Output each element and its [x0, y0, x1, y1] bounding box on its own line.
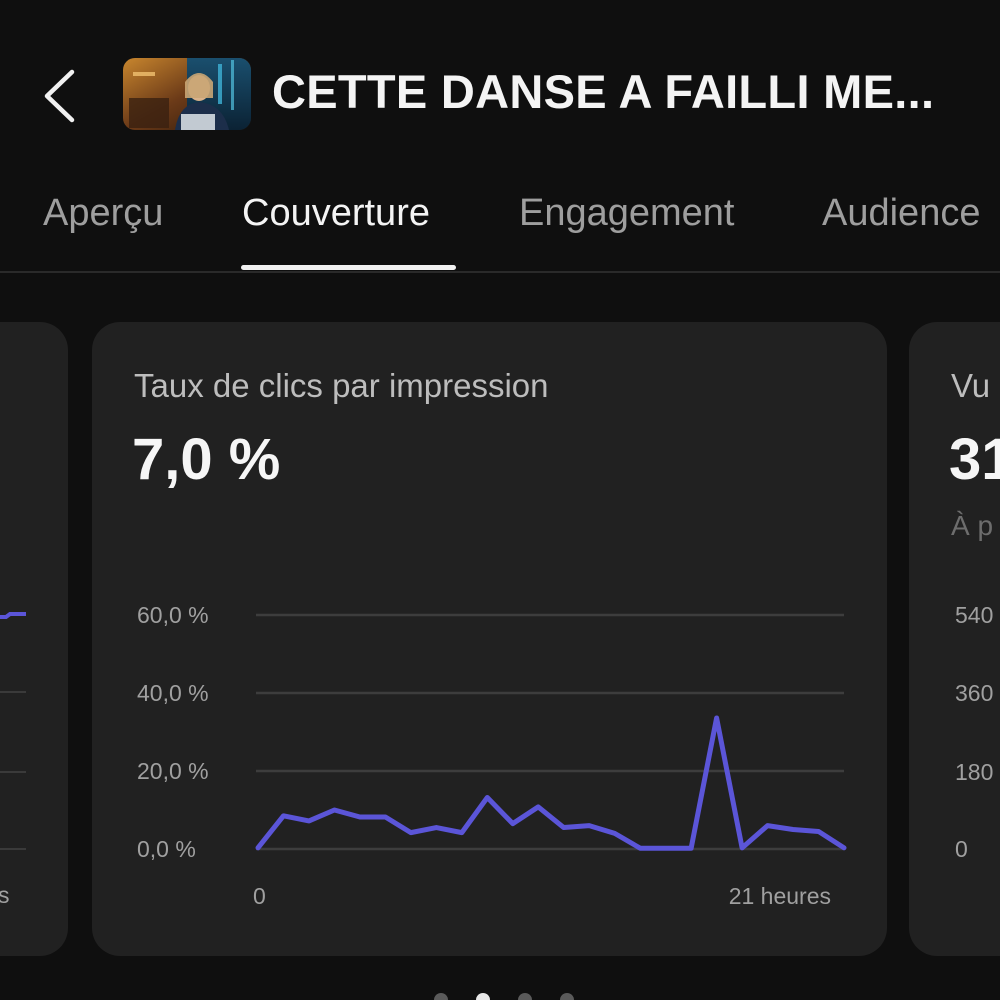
metric-card-previous[interactable]: s: [0, 322, 68, 956]
tab-audience[interactable]: Audience: [822, 192, 981, 234]
previous-chart-line: [0, 612, 26, 619]
next-metric-value: 31: [949, 427, 1000, 492]
x-tick-label: 0: [253, 883, 266, 909]
metric-value: 7,0 %: [132, 427, 281, 492]
x-tick-label: 21 heures: [729, 883, 831, 909]
tab-engagement[interactable]: Engagement: [519, 192, 735, 234]
active-tab-indicator: [241, 265, 456, 270]
tab-couverture[interactable]: Couverture: [242, 192, 430, 234]
tabs-divider: [0, 271, 1000, 273]
y-tick-label: 60,0 %: [137, 602, 209, 628]
next-metric-title: Vu: [951, 367, 991, 404]
previous-chart-gridline: [0, 691, 26, 693]
ctr-series-line: [255, 715, 847, 851]
y-tick-label: 0,0 %: [137, 836, 196, 862]
previous-chart-gridline: [0, 771, 26, 773]
next-metric-subtitle: À p: [951, 510, 994, 541]
chevron-left-icon: [44, 69, 75, 123]
previous-chart-x-label: s: [0, 882, 10, 908]
pager-dot[interactable]: [476, 993, 490, 1000]
metric-card-ctr[interactable]: Taux de clics par impression 7,0 % 60,0 …: [92, 322, 887, 956]
pager-dot[interactable]: [560, 993, 574, 1000]
pager-dot[interactable]: [434, 993, 448, 1000]
previous-chart-gridline: [0, 848, 26, 850]
next-chart-y-tick: 180: [955, 759, 994, 785]
video-thumbnail: [123, 58, 251, 130]
back-button[interactable]: [30, 60, 90, 130]
y-tick-label: 40,0 %: [137, 680, 209, 706]
y-tick-label: 20,0 %: [137, 758, 209, 784]
metric-title: Taux de clics par impression: [134, 367, 549, 404]
pager-dot[interactable]: [518, 993, 532, 1000]
ctr-line-chart: 60,0 % 40,0 % 20,0 % 0,0 % 0 21 heures: [137, 602, 847, 909]
card-pager: [0, 993, 1000, 1000]
next-chart-y-tick: 0: [955, 836, 968, 862]
metric-card-next[interactable]: Vu 31 À p 540 360 180 0: [909, 322, 1000, 956]
next-chart-y-tick: 540: [955, 602, 994, 628]
video-title: CETTE DANSE A FAILLI ME...: [272, 65, 935, 118]
tab-apercu[interactable]: Aperçu: [43, 192, 164, 234]
next-chart-y-tick: 360: [955, 680, 994, 706]
